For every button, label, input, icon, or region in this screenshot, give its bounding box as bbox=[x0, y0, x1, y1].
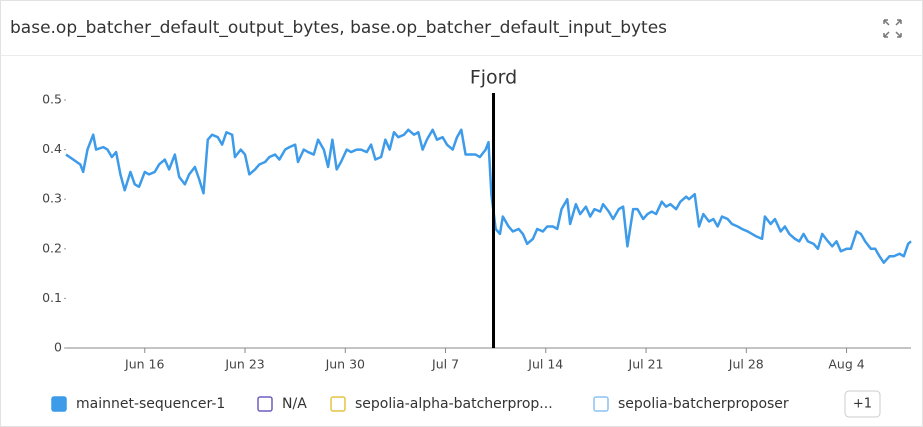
x-tick-label: Jul 7 bbox=[431, 357, 459, 372]
legend-entry-swatch[interactable] bbox=[593, 396, 609, 412]
legend-entry[interactable]: N/A bbox=[282, 396, 307, 412]
y-tick-label: 0.3 bbox=[42, 191, 62, 206]
legend-more-label[interactable]: +1 bbox=[853, 397, 872, 412]
y-tick-label: 0.1 bbox=[42, 290, 62, 305]
legend-entry-swatch[interactable] bbox=[51, 396, 67, 412]
x-tick-label: Jul 28 bbox=[728, 357, 764, 372]
annotation-label: Fjord bbox=[470, 67, 517, 89]
header-divider bbox=[0, 55, 923, 56]
chart-title: base.op_batcher_default_output_bytes, ba… bbox=[10, 18, 667, 38]
legend-more-button[interactable] bbox=[844, 390, 881, 418]
legend-entry[interactable]: sepolia-batcherproposer bbox=[618, 396, 789, 412]
x-tick-label: Jul 21 bbox=[628, 357, 664, 372]
legend-entry[interactable]: sepolia-alpha-batcherprop... bbox=[355, 396, 553, 412]
x-tick-label: Jun 30 bbox=[325, 357, 365, 372]
x-tick-label: Jul 14 bbox=[527, 357, 563, 372]
legend-entry[interactable]: mainnet-sequencer-1 bbox=[76, 396, 225, 412]
y-tick-label: 0.2 bbox=[42, 240, 62, 255]
y-tick-label: 0.4 bbox=[42, 141, 62, 156]
x-tick-label: Jun 23 bbox=[224, 357, 264, 372]
legend-entry-swatch[interactable] bbox=[330, 396, 346, 412]
y-tick-label: 0.5 bbox=[42, 92, 62, 107]
y-tick-label: 0 bbox=[54, 340, 62, 355]
expand-icon[interactable] bbox=[883, 19, 902, 38]
line-series bbox=[65, 128, 912, 264]
x-tick-label: Aug 4 bbox=[828, 357, 864, 372]
legend-entry-swatch[interactable] bbox=[257, 396, 273, 412]
x-tick-label: Jun 16 bbox=[124, 357, 164, 372]
